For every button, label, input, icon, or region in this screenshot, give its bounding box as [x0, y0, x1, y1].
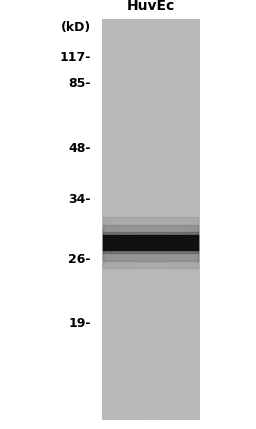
- Text: 19-: 19-: [68, 317, 91, 330]
- Text: 34-: 34-: [68, 193, 91, 206]
- Text: 26-: 26-: [68, 253, 91, 266]
- Text: 48-: 48-: [68, 142, 91, 154]
- Text: (kD): (kD): [61, 21, 91, 34]
- Text: 85-: 85-: [68, 77, 91, 90]
- Text: HuvEc: HuvEc: [127, 0, 175, 13]
- Bar: [102, 19, 200, 420]
- Text: 117-: 117-: [59, 51, 91, 64]
